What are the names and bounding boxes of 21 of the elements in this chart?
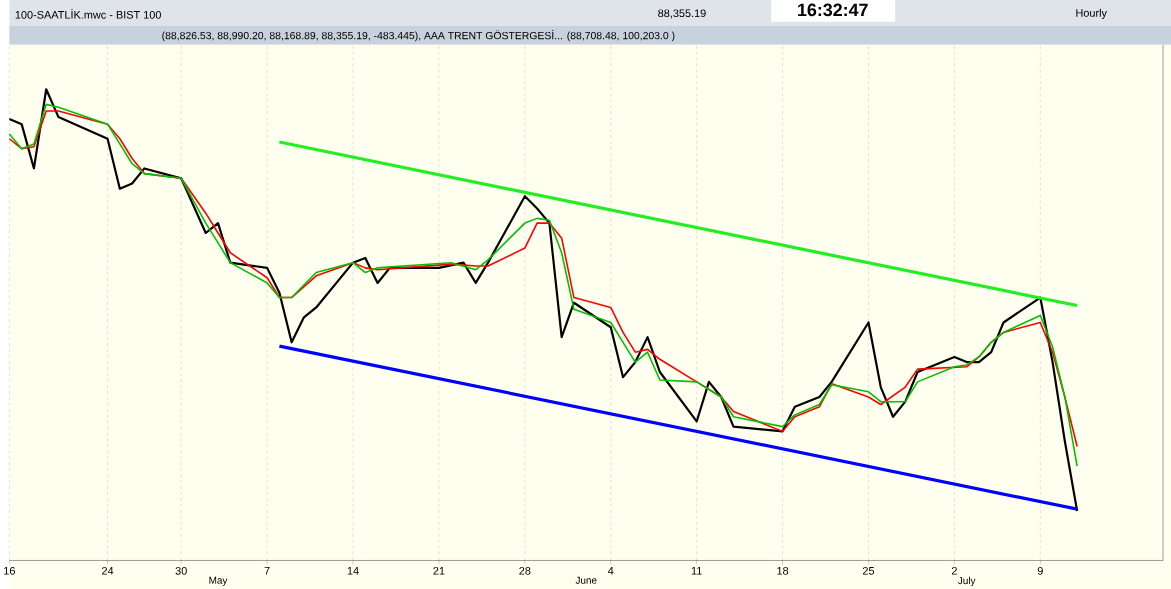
chart-subtitle: (88,826.53, 88,990.20, 88,168.89, 88,355.19, -483.445), AAA TRENT GÖSTERGESİ... (88,708.48, 100,203.0 ) (162, 29, 675, 42)
x-tick-label: 2 (951, 566, 957, 575)
x2-tick-label: July (958, 576, 976, 586)
text: Hourly (1076, 8, 1107, 19)
x-tick-label: 9 (1037, 566, 1043, 575)
x-tick-label: 24 (102, 566, 114, 575)
x-tick-label: 21 (433, 566, 445, 575)
x-tick-label: 30 (175, 566, 187, 575)
text: 88,355.19 (658, 9, 706, 19)
chart-title: 100-SAATLİK.mwc - BIST 100 (15, 8, 161, 19)
x-tick-label: 16 (4, 566, 15, 575)
x2-tick-label: June (575, 576, 597, 584)
x-tick-label: 4 (607, 566, 614, 575)
x-tick-label: 11 (691, 566, 702, 575)
text: 16:32:47 (798, 3, 868, 17)
x-tick-label: 14 (347, 566, 359, 575)
x-tick-label: 18 (777, 566, 789, 575)
x2-tick-label: May (209, 576, 228, 586)
x-tick-label: 7 (264, 566, 270, 575)
x-tick-label: 25 (862, 566, 875, 575)
x-tick-label: 28 (519, 566, 531, 575)
